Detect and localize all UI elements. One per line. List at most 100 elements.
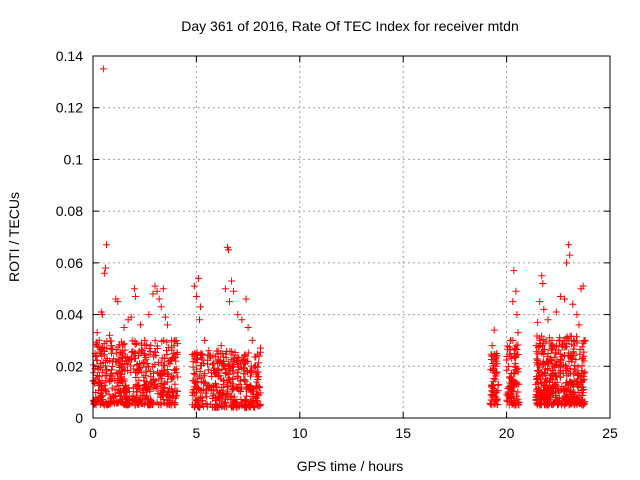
- data-point: [574, 363, 582, 371]
- data-point: [218, 402, 226, 410]
- y-tick-label: 0.08: [56, 203, 83, 219]
- data-point: [157, 371, 165, 379]
- data-point: [122, 353, 130, 361]
- data-point: [248, 336, 256, 344]
- data-point: [99, 65, 107, 73]
- data-point: [229, 367, 237, 375]
- data-point: [198, 351, 206, 359]
- data-point: [255, 383, 263, 391]
- data-point: [579, 354, 587, 362]
- y-tick-label: 0.04: [56, 307, 83, 323]
- data-point: [157, 400, 165, 408]
- data-point: [98, 352, 106, 360]
- data-point: [210, 390, 218, 398]
- data-point: [133, 401, 141, 409]
- data-point: [514, 329, 522, 337]
- data-point: [573, 382, 581, 390]
- data-point: [151, 361, 159, 369]
- data-point: [112, 357, 120, 365]
- data-point: [533, 374, 541, 382]
- data-point: [132, 397, 140, 405]
- data-point: [127, 313, 135, 321]
- data-point: [166, 397, 174, 405]
- data-point: [163, 338, 171, 346]
- data-point: [202, 389, 210, 397]
- axis-ticks: [92, 55, 611, 419]
- data-point: [95, 343, 103, 351]
- data-point: [579, 282, 587, 290]
- data-point: [509, 298, 517, 306]
- data-point: [195, 401, 203, 409]
- data-point: [157, 381, 165, 389]
- data-point: [222, 354, 230, 362]
- data-points: [89, 65, 589, 412]
- data-point: [102, 378, 110, 386]
- data-point: [140, 350, 148, 358]
- data-point: [158, 375, 166, 383]
- data-point: [203, 393, 211, 401]
- data-point: [486, 400, 494, 408]
- data-point: [535, 334, 543, 342]
- data-point: [201, 336, 209, 344]
- data-point: [532, 380, 540, 388]
- data-point: [234, 374, 242, 382]
- data-point: [155, 295, 163, 303]
- data-point: [568, 358, 576, 366]
- data-point: [203, 386, 211, 394]
- data-point: [509, 383, 517, 391]
- data-point: [193, 348, 201, 356]
- data-point: [101, 264, 109, 272]
- data-point: [152, 385, 160, 393]
- data-point: [189, 358, 197, 366]
- data-point: [231, 354, 239, 362]
- data-point: [490, 374, 498, 382]
- data-point: [130, 355, 138, 363]
- data-point: [566, 365, 574, 373]
- data-point: [224, 370, 232, 378]
- data-point: [552, 308, 560, 316]
- data-point: [190, 370, 198, 378]
- data-point: [247, 383, 255, 391]
- y-tick-label: 0.06: [56, 255, 83, 271]
- data-point: [570, 342, 578, 350]
- data-point: [197, 361, 205, 369]
- x-tick-labels: 0 5 10 15 20 25: [89, 425, 618, 441]
- data-point: [490, 362, 498, 370]
- data-point: [223, 390, 231, 398]
- data-point: [579, 376, 587, 384]
- data-point: [123, 360, 131, 368]
- data-point: [146, 368, 154, 376]
- y-tick-labels: 0 0.02 0.04 0.06 0.08 0.1 0.12 0.14: [56, 48, 83, 426]
- data-point: [230, 384, 238, 392]
- data-point: [242, 295, 250, 303]
- data-point: [208, 373, 216, 381]
- data-point: [512, 287, 520, 295]
- data-point: [488, 342, 496, 350]
- data-point: [94, 366, 102, 374]
- chart-title: Day 361 of 2016, Rate Of TEC Index for r…: [181, 18, 518, 34]
- data-point: [250, 404, 258, 412]
- data-point: [151, 282, 159, 290]
- data-point: [119, 341, 127, 349]
- data-point: [246, 397, 254, 405]
- data-point: [236, 360, 244, 368]
- data-point: [574, 388, 582, 396]
- data-point: [211, 369, 219, 377]
- data-point: [107, 345, 115, 353]
- data-point: [549, 376, 557, 384]
- data-point: [493, 368, 501, 376]
- data-point: [556, 373, 564, 381]
- data-point: [230, 287, 238, 295]
- data-point: [227, 401, 235, 409]
- data-point: [100, 347, 108, 355]
- data-point: [573, 395, 581, 403]
- data-point: [513, 311, 521, 319]
- data-point: [563, 372, 571, 380]
- data-point: [212, 381, 220, 389]
- data-point: [119, 350, 127, 358]
- data-point: [143, 395, 151, 403]
- data-point: [190, 389, 198, 397]
- data-point: [145, 311, 153, 319]
- data-point: [106, 337, 114, 345]
- data-point: [169, 354, 177, 362]
